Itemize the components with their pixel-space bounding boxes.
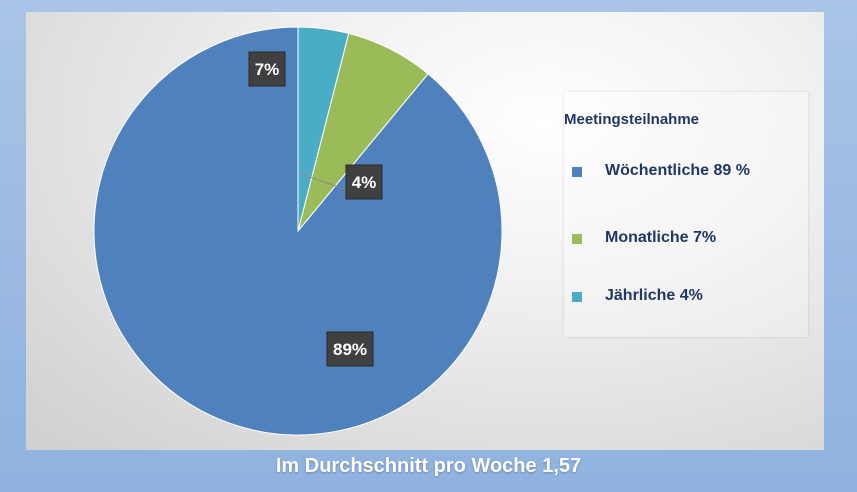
legend-title: Meetingsteilnahme [564,111,700,128]
legend-swatch-yearly [572,292,582,302]
data-label-yearly: 4% [352,173,377,192]
legend-swatch-weekly [572,167,582,177]
data-label-weekly: 89% [333,340,367,359]
legend-label-monthly: Monatliche 7% [605,229,717,246]
chart-panel: 89% 7% 4% Meetingsteilnahme Wöchentliche 8… [26,12,824,450]
pie-slice-yearly [297,26,350,232]
data-label-box-yearly [345,164,383,200]
legend-box: Meetingsteilnahme Wöchentliche 89 % Mona… [564,92,808,337]
pie-chart: 89% 7% 4% [93,26,503,436]
legend-label-yearly: Jährliche 4% [605,287,703,304]
leader-line-yearly [300,173,351,192]
footer-title: Im Durchschnitt pro Woche 1,57 [275,455,582,477]
data-label-box-weekly [326,331,374,367]
legend-label-weekly: Wöchentliche 89 % [605,162,750,179]
legend-swatch-monthly [572,234,582,244]
data-label-box-monthly [248,51,286,87]
data-label-monthly: 7% [255,60,280,79]
